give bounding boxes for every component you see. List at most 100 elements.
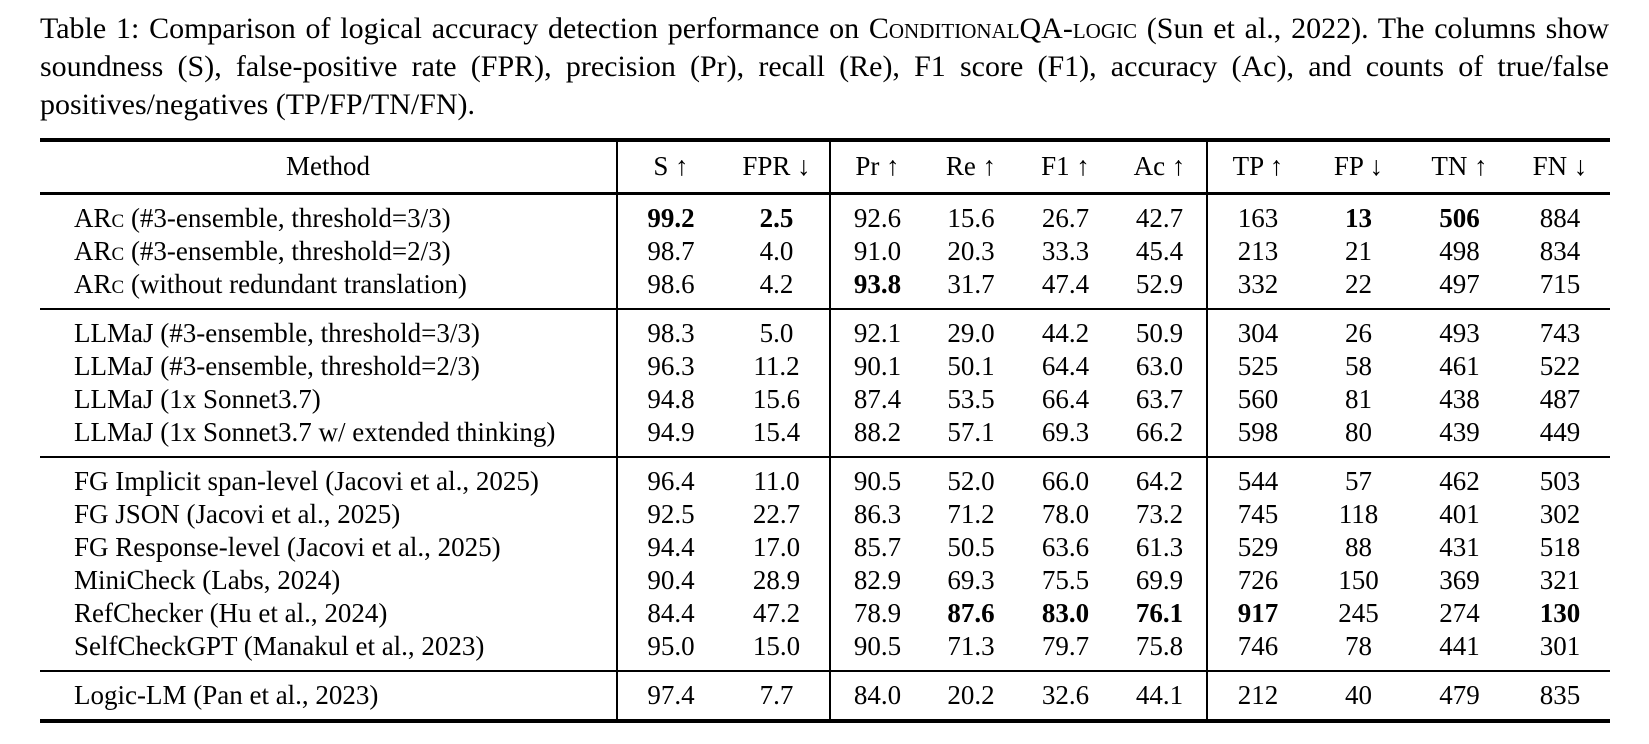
value-cell-fn: 715	[1539, 269, 1581, 299]
value-cell-re: 69.3	[947, 565, 995, 595]
value-cell-pr: 91.0	[829, 235, 924, 268]
value-cell-tn: 479	[1439, 680, 1480, 710]
value-cell-tp: 525	[1206, 350, 1308, 383]
value-cell-s: 97.4	[616, 671, 724, 721]
value-cell-pr: 85.7	[829, 531, 924, 564]
column-header-tp: TP ↑	[1206, 140, 1308, 195]
method-name: LLMaJ (#3-ensemble, threshold=2/3)	[74, 351, 480, 381]
value-cell-tp: 304	[1206, 309, 1308, 350]
value-cell-fn: 503	[1539, 466, 1581, 496]
value-cell-pr: 90.5	[829, 630, 924, 671]
method-name: SelfCheckGPT (Manakul et al., 2023)	[74, 631, 485, 661]
value-cell-fn: 522	[1539, 351, 1581, 381]
value-cell-tp: 212	[1206, 671, 1308, 721]
value-cell-s: 92.5	[616, 498, 724, 531]
table-row: FG Implicit span-level (Jacovi et al., 2…	[40, 457, 1610, 498]
method-cell: FG Implicit span-level (Jacovi et al., 2…	[40, 457, 617, 498]
value-cell-fn: 302	[1539, 499, 1581, 529]
table-row: ARc (#3-ensemble, threshold=2/3) 98.7 4.0 9…	[40, 235, 1610, 268]
value-cell-s: 94.9	[616, 416, 724, 457]
method-cell: LLMaJ (#3-ensemble, threshold=2/3)	[40, 350, 617, 383]
column-header-pr: Pr ↑	[829, 140, 924, 195]
value-cell-fn: 518	[1539, 532, 1581, 562]
value-cell-s: 94.8	[616, 383, 724, 416]
value-cell-ac: 75.8	[1135, 631, 1184, 661]
value-cell-tp: 726	[1206, 564, 1308, 597]
table-row: LLMaJ (1x Sonnet3.7 w/ extended thinking…	[40, 416, 1610, 457]
method-cell: ARc (#3-ensemble, threshold=3/3)	[40, 194, 617, 236]
value-cell-fp: 40	[1345, 680, 1372, 710]
method-name: (without redundant translation)	[124, 269, 467, 299]
value-cell-ac: 73.2	[1135, 499, 1184, 529]
value-cell-f1: 33.3	[1041, 236, 1090, 266]
value-cell-pr: 84.0	[829, 671, 924, 721]
value-cell-pr: 87.4	[829, 383, 924, 416]
value-cell-fp: 22	[1345, 269, 1372, 299]
value-cell-ac: 61.3	[1135, 532, 1184, 562]
table-row: FG JSON (Jacovi et al., 2025) 92.5 22.7 86.…	[40, 498, 1610, 531]
value-cell-ac: 45.4	[1135, 236, 1184, 266]
column-header-f1: F1 ↑	[1018, 140, 1113, 195]
value-cell-fn: 835	[1539, 680, 1581, 710]
value-cell-f1: 44.2	[1041, 318, 1090, 348]
value-cell-ac: 69.9	[1135, 565, 1184, 595]
value-cell-tp: 917	[1206, 597, 1308, 630]
results-table-head: Method S ↑ FPR ↓ Pr ↑ Re ↑ F1 ↑ Ac ↑ TP ↑ FP ↓ TN…	[40, 140, 1610, 195]
value-cell-tn: 274	[1439, 598, 1480, 628]
column-header-fp: FP ↓	[1308, 140, 1409, 195]
value-cell-pr: 88.2	[829, 416, 924, 457]
method-cell: Logic-LM (Pan et al., 2023)	[40, 671, 617, 721]
results-table: Method S ↑ FPR ↓ Pr ↑ Re ↑ F1 ↑ Ac ↑ TP ↑ FP ↓ TN…	[40, 138, 1610, 723]
value-cell-fp: 245	[1338, 598, 1379, 628]
value-cell-tn: 441	[1439, 631, 1480, 661]
table-row: FG Response-level (Jacovi et al., 2025) 9…	[40, 531, 1610, 564]
value-cell-s: 98.6	[616, 268, 724, 309]
value-cell-ac: 44.1	[1135, 680, 1184, 710]
value-cell-ac: 50.9	[1135, 318, 1184, 348]
method-name: LLMaJ (#3-ensemble, threshold=3/3)	[74, 318, 480, 348]
value-cell-fpr: 15.4	[752, 417, 801, 447]
value-cell-fpr: 17.0	[752, 532, 801, 562]
value-cell-re: 50.5	[947, 532, 995, 562]
method-name: FG JSON (Jacovi et al., 2025)	[74, 499, 401, 529]
column-header-fpr: FPR ↓	[724, 140, 830, 195]
value-cell-f1: 63.6	[1041, 532, 1090, 562]
method-cell: FG JSON (Jacovi et al., 2025)	[40, 498, 617, 531]
caption-text-before: Table 1: Comparison of logical accuracy …	[40, 12, 869, 45]
value-cell-tn: 506	[1439, 203, 1480, 233]
method-cell: SelfCheckGPT (Manakul et al., 2023)	[40, 630, 617, 671]
value-cell-tp: 332	[1206, 268, 1308, 309]
method-name: FG Implicit span-level (Jacovi et al., 2…	[74, 466, 539, 496]
column-header-method: Method	[40, 140, 617, 195]
column-header-s: S ↑	[616, 140, 724, 195]
value-cell-fp: 78	[1345, 631, 1372, 661]
value-cell-pr: 82.9	[829, 564, 924, 597]
row-group-1: ARc (#3-ensemble, threshold=3/3) 99.2 2.5 9…	[40, 193, 1610, 309]
table-row: MiniCheck (Labs, 2024) 90.4 28.9 82.9 69.3 75…	[40, 564, 1610, 597]
value-cell-ac: 64.2	[1135, 466, 1184, 496]
column-header-ac: Ac ↑	[1113, 140, 1207, 195]
value-cell-pr: 92.6	[829, 193, 924, 235]
value-cell-s: 95.0	[616, 630, 724, 671]
value-cell-tp: 598	[1206, 416, 1308, 457]
value-cell-fn: 884	[1539, 203, 1581, 233]
value-cell-fpr: 22.7	[752, 499, 801, 529]
value-cell-fn: 321	[1539, 565, 1581, 595]
table-row: LLMaJ (#3-ensemble, threshold=2/3) 96.3 11…	[40, 350, 1610, 383]
method-name: RefChecker (Hu et al., 2024)	[74, 598, 388, 628]
value-cell-fn: 743	[1539, 318, 1581, 348]
method-name: (#3-ensemble, threshold=3/3)	[124, 203, 451, 233]
table-row: ARc (#3-ensemble, threshold=3/3) 99.2 2.5 9…	[40, 193, 1610, 236]
value-cell-tn: 462	[1439, 466, 1480, 496]
value-cell-s: 90.4	[616, 564, 724, 597]
method-name: LLMaJ (1x Sonnet3.7)	[74, 384, 321, 414]
value-cell-fpr: 5.0	[759, 318, 794, 348]
value-cell-tp: 560	[1206, 383, 1308, 416]
value-cell-re: 71.2	[947, 499, 995, 529]
method-cell: MiniCheck (Labs, 2024)	[40, 564, 617, 597]
value-cell-tn: 493	[1439, 318, 1480, 348]
table-row: LLMaJ (1x Sonnet3.7) 94.8 15.6 87.4 53.5 66.4…	[40, 383, 1610, 416]
value-cell-fn: 449	[1539, 417, 1581, 447]
value-cell-f1: 66.4	[1041, 384, 1090, 414]
